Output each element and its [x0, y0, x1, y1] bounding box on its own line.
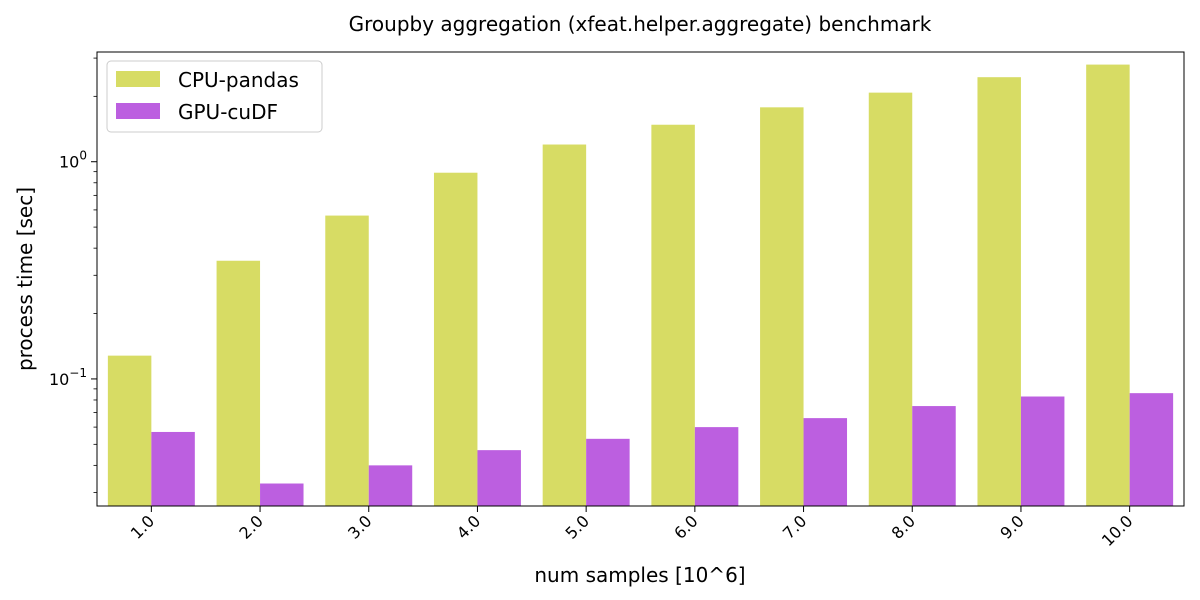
y-tick-label: 10−1 — [49, 366, 87, 389]
y-axis: 100 10−1 — [49, 57, 97, 493]
bar-cpu-pandas-7.0 — [760, 107, 804, 506]
y-tick-label: 100 — [59, 149, 87, 172]
bar-cpu-pandas-1.0 — [107, 355, 152, 506]
bar-gpu-cudf-9.0 — [1020, 396, 1065, 506]
x-axis-label: num samples [10^6] — [534, 563, 745, 587]
bar-gpu-cudf-1.0 — [151, 431, 195, 506]
bar-cpu-pandas-8.0 — [868, 92, 913, 506]
legend-swatch-cpu-pandas — [116, 71, 160, 87]
bar-gpu-cudf-10.0 — [1129, 393, 1174, 506]
x-tick-label: 5.0 — [562, 511, 593, 542]
bar-cpu-pandas-3.0 — [325, 215, 369, 507]
x-tick-label: 1.0 — [127, 511, 158, 542]
legend-label-cpu-pandas: CPU-pandas — [178, 68, 299, 92]
bar-cpu-pandas-2.0 — [216, 260, 261, 506]
bar-gpu-cudf-2.0 — [260, 483, 304, 506]
bar-cpu-pandas-10.0 — [1086, 64, 1130, 507]
x-tick-label: 6.0 — [670, 511, 701, 542]
x-tick-label: 8.0 — [888, 511, 919, 542]
bar-gpu-cudf-4.0 — [477, 450, 521, 506]
x-tick-label: 4.0 — [453, 511, 484, 542]
legend-frame — [106, 60, 323, 133]
y-axis-label: process time [sec] — [13, 187, 37, 371]
bar-gpu-cudf-8.0 — [912, 406, 956, 506]
bar-cpu-pandas-5.0 — [542, 144, 587, 506]
x-tick-label: 7.0 — [779, 511, 810, 542]
x-tick-label: 9.0 — [996, 511, 1027, 542]
chart-title: Groupby aggregation (xfeat.helper.aggreg… — [349, 12, 932, 36]
bar-cpu-pandas-9.0 — [977, 77, 1021, 507]
bar-cpu-pandas-4.0 — [433, 172, 478, 506]
bar-cpu-pandas-6.0 — [651, 124, 695, 506]
bar-gpu-cudf-3.0 — [368, 465, 413, 506]
legend: CPU-pandas GPU-cuDF — [106, 60, 323, 133]
x-axis: 1.0 2.0 3.0 4.0 5.0 6.0 7.0 8.0 9.0 10.0 — [127, 506, 1137, 550]
bar-gpu-cudf-5.0 — [586, 438, 630, 506]
bar-gpu-cudf-6.0 — [694, 427, 739, 506]
plot-frame — [96, 51, 1185, 507]
bar-gpu-cudf-7.0 — [803, 418, 848, 506]
x-tick-label: 10.0 — [1098, 511, 1137, 550]
x-tick-label: 3.0 — [344, 511, 375, 542]
x-tick-label: 2.0 — [235, 511, 266, 542]
bars-group — [107, 64, 1174, 507]
legend-label-gpu-cudf: GPU-cuDF — [178, 100, 278, 124]
legend-swatch-gpu-cudf — [116, 103, 160, 119]
